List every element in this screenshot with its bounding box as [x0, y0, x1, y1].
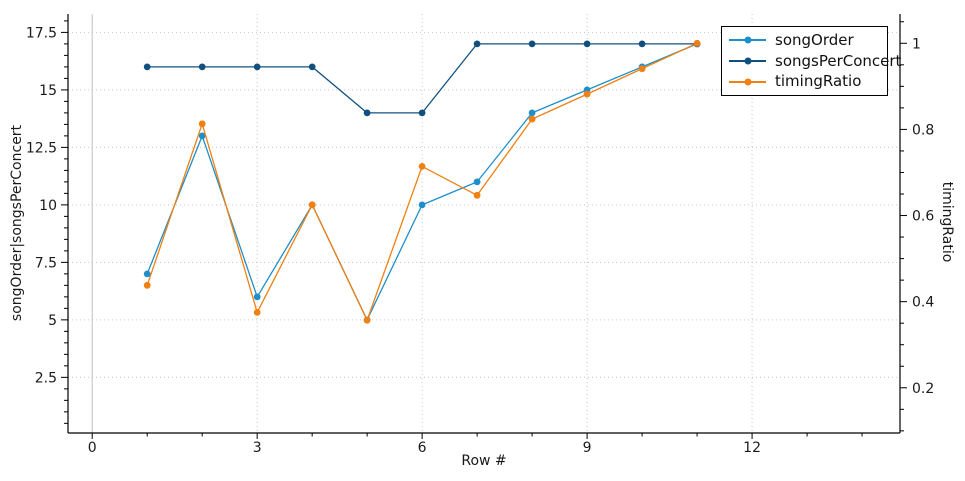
y-right-tick-label: 0.6 — [912, 209, 934, 225]
data-point-songsPerConcert — [143, 63, 151, 71]
y-right-tick-label: 0.4 — [912, 295, 934, 311]
y-left-tick-label: 5 — [48, 313, 57, 329]
data-point-timingRatio — [473, 191, 481, 199]
x-axis-title: Row # — [461, 453, 507, 469]
x-tick-label: 3 — [253, 440, 262, 456]
y-left-tick-label: 10 — [39, 198, 57, 214]
data-point-songOrder — [253, 293, 261, 301]
legend: songOrder songsPerConcert timingRatio — [721, 26, 901, 96]
legend-dot-icon — [744, 78, 751, 86]
data-point-timingRatio — [198, 120, 206, 128]
legend-label: songsPerConcert — [775, 51, 902, 70]
data-point-timingRatio — [308, 201, 316, 209]
legend-line-marker-icon — [729, 36, 766, 44]
data-point-timingRatio — [583, 90, 591, 98]
data-point-timingRatio — [693, 39, 701, 47]
data-point-songOrder — [528, 109, 536, 117]
x-tick-label: 0 — [88, 440, 97, 456]
data-point-songsPerConcert — [363, 109, 371, 117]
data-point-songsPerConcert — [198, 63, 206, 71]
legend-line-marker-icon — [729, 57, 766, 65]
data-point-songOrder — [143, 270, 151, 278]
data-point-songsPerConcert — [418, 109, 426, 117]
y-right-tick-label: 0.8 — [912, 122, 934, 138]
x-tick-label: 6 — [418, 440, 427, 456]
data-point-songsPerConcert — [308, 63, 316, 71]
data-point-timingRatio — [363, 316, 371, 324]
y-right-tick-label: 0.2 — [912, 381, 934, 397]
data-point-songOrder — [198, 132, 206, 140]
y-left-tick-label: 7.5 — [35, 255, 57, 271]
data-point-songsPerConcert — [638, 40, 646, 48]
data-point-songOrder — [418, 201, 426, 209]
y-left-tick-label: 15 — [39, 83, 57, 99]
legend-item-timingratio: timingRatio — [729, 74, 887, 89]
y-left-tick-label: 12.5 — [26, 140, 57, 156]
x-tick-label: 12 — [743, 440, 761, 456]
right-axis-title: timingRatio — [939, 181, 955, 263]
legend-label: timingRatio — [775, 72, 862, 91]
data-point-timingRatio — [418, 163, 426, 170]
legend-item-songorder: songOrder — [729, 30, 887, 49]
data-point-songsPerConcert — [253, 63, 261, 71]
data-point-timingRatio — [528, 115, 536, 123]
data-point-timingRatio — [143, 281, 151, 289]
y-left-tick-label: 2.5 — [35, 370, 57, 386]
x-tick-label: 9 — [583, 440, 592, 456]
legend-label: songOrder — [775, 30, 854, 49]
data-point-songOrder — [473, 178, 481, 186]
data-point-songsPerConcert — [473, 40, 481, 48]
y-right-tick-label: 1 — [912, 36, 921, 52]
data-point-timingRatio — [253, 309, 261, 316]
data-point-songsPerConcert — [583, 40, 591, 48]
legend-line-marker-icon — [729, 78, 766, 86]
left-axis-title: songOrder|songsPerConcert — [9, 124, 25, 322]
legend-dot-icon — [744, 36, 751, 44]
data-point-songsPerConcert — [528, 40, 536, 48]
legend-dot-icon — [744, 57, 751, 65]
y-left-tick-label: 17.5 — [26, 25, 57, 41]
legend-item-songsperconcert: songsPerConcert — [729, 53, 901, 69]
data-point-timingRatio — [638, 65, 646, 73]
